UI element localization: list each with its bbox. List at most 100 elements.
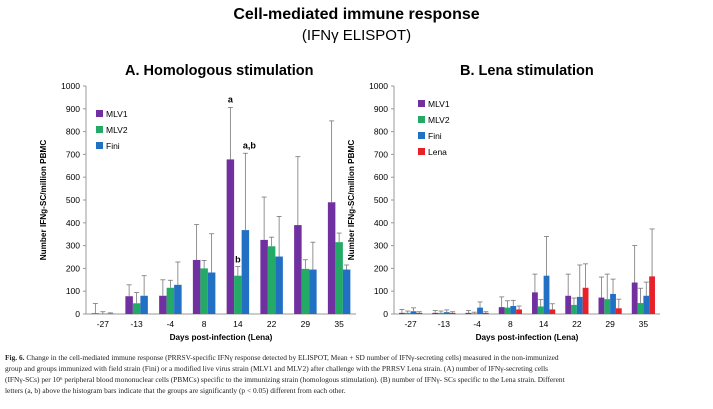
panel-b-y-tick-label: 200 xyxy=(374,263,388,273)
panel-b-bar-fini xyxy=(510,306,517,314)
panel-a-x-tick-label: -27 xyxy=(97,319,110,329)
panel-a-y-tick-label: 400 xyxy=(66,218,80,228)
caption-label: Fig. 6. xyxy=(5,353,25,362)
panel-b-bar-mlv2 xyxy=(471,313,478,314)
panel-b-bar-mlv2 xyxy=(571,304,577,314)
panel-a-title: A. Homologous stimulation xyxy=(125,63,314,79)
panel-a-x-tick-label: 22 xyxy=(267,319,277,329)
panel-a-y-tick-label: 300 xyxy=(66,241,80,251)
panel-a-bar-fini xyxy=(106,313,115,315)
panel-a-bar-mlv2 xyxy=(301,268,310,314)
panel-a-x-tick-label: 14 xyxy=(233,319,243,329)
panel-b-y-tick-label: 500 xyxy=(374,195,388,205)
panel-a-bar-fini xyxy=(309,269,317,314)
caption-line-1: Fig. 6. Change in the cell-mediated immu… xyxy=(5,352,705,363)
panel-a-bar-fini xyxy=(174,284,182,314)
panel-b-x-label: Days post-infection (Lena) xyxy=(476,333,579,342)
panel-a-bar-fini xyxy=(207,272,216,314)
figure-title: Cell-mediated immune response xyxy=(233,6,480,23)
panel-b-bar-lena xyxy=(449,312,456,314)
panel-a-significance-label: a,b xyxy=(243,140,257,150)
panel-b-legend-swatch-fini xyxy=(418,132,425,139)
caption-line-2: group and groups immunized with field st… xyxy=(5,364,549,373)
panel-a-y-tick-label: 100 xyxy=(66,286,80,296)
panel-a-bar-mlv2 xyxy=(99,313,107,315)
panel-a-y-tick-label: 600 xyxy=(66,172,80,182)
panel-a-bar-mlv1 xyxy=(192,259,201,314)
panel-b-legend-label-mlv2: MLV2 xyxy=(428,115,450,125)
panel-a-bar-mlv1 xyxy=(226,159,235,314)
caption-line-3: (IFNγ-SCs) per 10⁶ peripheral blood mono… xyxy=(5,375,565,384)
panel-a-bar-mlv1 xyxy=(260,239,268,314)
panel-b-y-label: Number IFNg-SC/million PBMC xyxy=(347,140,356,261)
panel-b-y-tick-label: 900 xyxy=(374,104,388,114)
panel-b-legend-swatch-lena xyxy=(418,148,425,155)
panel-b-bar-lena xyxy=(582,287,589,314)
panel-b-bar-mlv1 xyxy=(465,312,472,314)
panel-b-legend-swatch-mlv2 xyxy=(418,116,425,123)
panel-a-x-label: Days post-infection (Lena) xyxy=(170,333,273,342)
panel-a-bar-fini xyxy=(140,295,148,314)
panel-b-x-tick-label: 8 xyxy=(508,319,513,329)
panel-b-bar-fini xyxy=(576,296,583,314)
panel-b-bar-mlv1 xyxy=(498,307,505,314)
panel-a-legend-swatch-mlv1 xyxy=(96,110,103,117)
panel-b-x-tick-label: 14 xyxy=(539,319,549,329)
panel-b-bar-fini xyxy=(543,275,550,314)
panel-a-y-tick-label: 800 xyxy=(66,127,80,137)
panel-a-x-tick-label: 35 xyxy=(334,319,344,329)
panel-b-bar-mlv1 xyxy=(598,297,605,314)
panel-a-bar-mlv2 xyxy=(200,268,208,314)
panel-b-bar-mlv2 xyxy=(438,312,444,314)
panel-a-x-tick-label: 8 xyxy=(202,319,207,329)
panel-b-y-tick-label: 100 xyxy=(374,286,388,296)
panel-a-y-tick-label: 1000 xyxy=(61,81,80,91)
panel-a-y-tick-label: 700 xyxy=(66,149,80,159)
panel-b-y-tick-label: 300 xyxy=(374,241,388,251)
panel-b-bar-fini xyxy=(643,295,650,314)
panel-a-bar-mlv1 xyxy=(125,296,133,314)
panel-a-bar-mlv2 xyxy=(234,275,242,314)
panel-b-legend-label-fini: Fini xyxy=(428,131,442,141)
panel-b-x-tick-label: 35 xyxy=(639,319,649,329)
panel-b-y-tick-label: 700 xyxy=(374,149,388,159)
panel-b-bar-mlv2 xyxy=(404,312,411,314)
panel-b-title: B. Lena stimulation xyxy=(460,63,594,79)
panel-a-legend-label-mlv2: MLV2 xyxy=(106,125,128,135)
panel-a-bar-mlv2 xyxy=(335,242,343,314)
panel-b-bar-mlv2 xyxy=(504,307,511,314)
panel-a-bar-mlv1 xyxy=(159,295,167,314)
panel-b-bar-fini xyxy=(610,293,616,314)
panel-b-bar-mlv1 xyxy=(565,295,572,314)
panel-b-bar-mlv1 xyxy=(631,282,638,314)
panel-b-bar-mlv1 xyxy=(432,312,439,314)
panel-b-legend-swatch-mlv1 xyxy=(418,100,425,107)
panel-b-x-tick-label: -13 xyxy=(438,319,451,329)
panel-a-significance-label: b xyxy=(235,255,241,265)
panel-b-x-tick-label: 22 xyxy=(572,319,582,329)
panel-a-bar-fini xyxy=(275,256,283,314)
chart-canvas: 0 100 200 300 400 500 600 700 800 900 1000 Number I… xyxy=(39,81,660,342)
panel-b-bar-fini xyxy=(410,311,417,314)
panel-b-bar-lena xyxy=(416,312,423,314)
panel-a-y-tick-label: 900 xyxy=(66,104,80,114)
panel-a-legend-swatch-fini xyxy=(96,142,103,149)
panel-a-bar-fini xyxy=(241,230,250,314)
panel-a-y-tick-label: 500 xyxy=(66,195,80,205)
panel-b-legend-label-mlv1: MLV1 xyxy=(428,99,450,109)
caption-text-1: Change in the cell-mediated immune respo… xyxy=(26,353,559,362)
panel-b-legend-label-lena: Lena xyxy=(428,147,447,157)
panel-b-bar-fini xyxy=(477,307,483,314)
panel-a-significance-label: a xyxy=(228,94,234,104)
panel-a-legend-label-fini: Fini xyxy=(106,141,120,151)
panel-b-bar-mlv2 xyxy=(637,303,644,314)
panel-b-bar-mlv2 xyxy=(604,299,611,314)
panel-b-y-tick-label: 800 xyxy=(374,127,388,137)
panel-b-y-tick-label: 600 xyxy=(374,172,388,182)
panel-a-legend-label-mlv1: MLV1 xyxy=(106,109,128,119)
panel-b-y-tick-label: 0 xyxy=(383,309,388,319)
panel-a-bar-mlv1 xyxy=(91,313,100,314)
panel-a-bar-mlv1 xyxy=(327,202,336,314)
figure-subtitle: (IFNγ ELISPOT) xyxy=(301,27,412,44)
panel-b-x-tick-label: -4 xyxy=(473,319,481,329)
